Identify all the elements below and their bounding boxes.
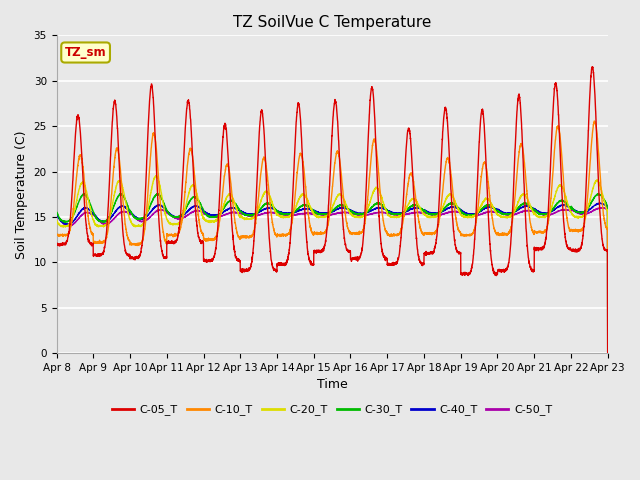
Y-axis label: Soil Temperature (C): Soil Temperature (C): [15, 130, 28, 259]
Text: TZ_sm: TZ_sm: [65, 46, 106, 59]
Title: TZ SoilVue C Temperature: TZ SoilVue C Temperature: [233, 15, 431, 30]
X-axis label: Time: Time: [317, 378, 348, 392]
Legend: C-05_T, C-10_T, C-20_T, C-30_T, C-40_T, C-50_T: C-05_T, C-10_T, C-20_T, C-30_T, C-40_T, …: [108, 400, 557, 420]
